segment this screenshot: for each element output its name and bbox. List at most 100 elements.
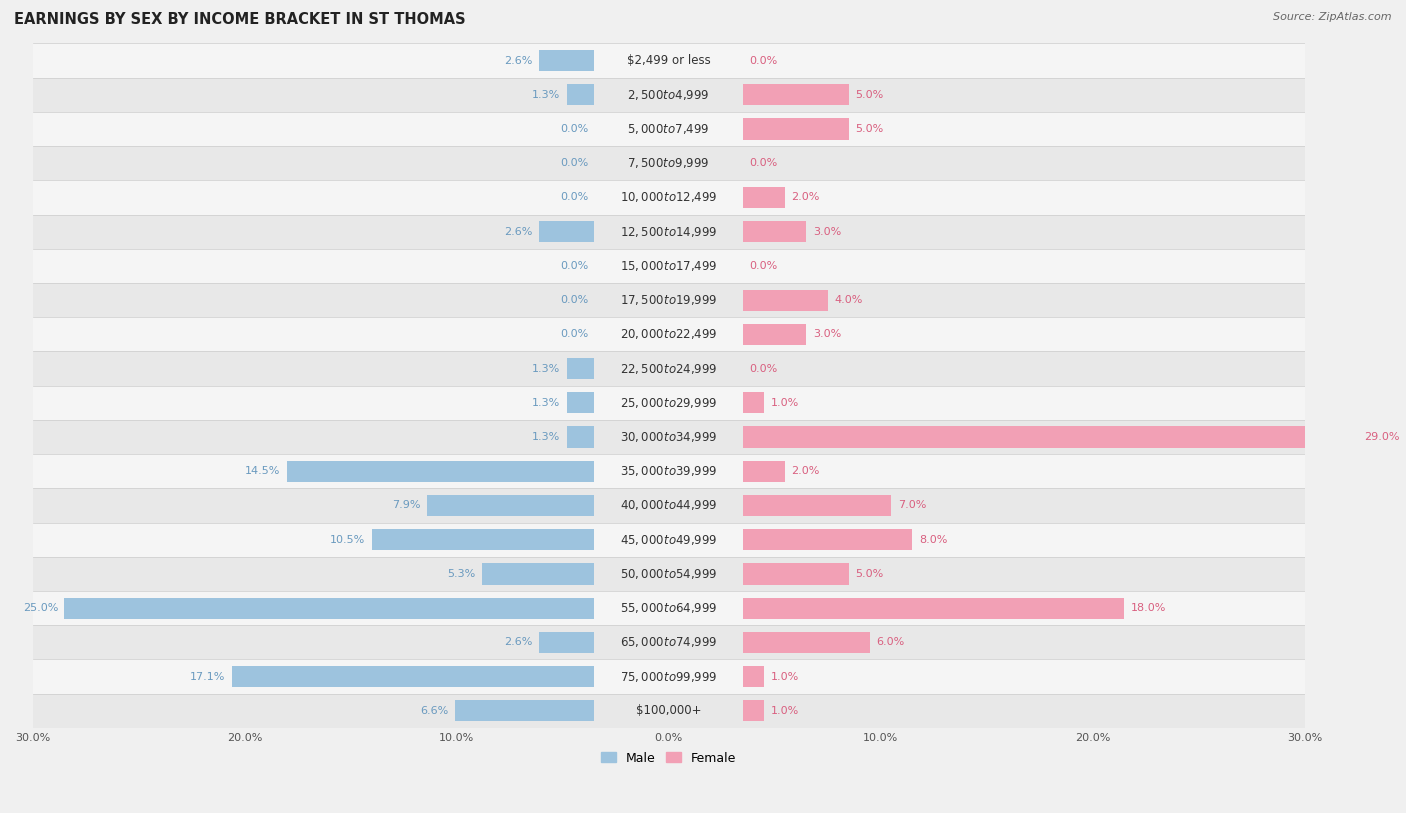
Bar <box>32 625 1305 659</box>
Bar <box>371 529 595 550</box>
Bar <box>567 85 595 106</box>
Bar <box>32 385 1305 420</box>
Legend: Male, Female: Male, Female <box>596 746 741 770</box>
Bar <box>32 523 1305 557</box>
Bar <box>32 78 1305 112</box>
Bar <box>742 563 849 585</box>
Text: 5.3%: 5.3% <box>447 569 475 579</box>
Bar <box>742 119 849 140</box>
Text: 4.0%: 4.0% <box>834 295 862 305</box>
Bar <box>540 632 595 653</box>
Text: 0.0%: 0.0% <box>560 193 588 202</box>
Text: 1.3%: 1.3% <box>533 89 561 100</box>
Text: $35,000 to $39,999: $35,000 to $39,999 <box>620 464 717 478</box>
Bar <box>540 221 595 242</box>
Text: $50,000 to $54,999: $50,000 to $54,999 <box>620 567 717 581</box>
Text: $2,499 or less: $2,499 or less <box>627 54 710 67</box>
Bar <box>32 693 1305 728</box>
Text: 7.0%: 7.0% <box>897 501 927 511</box>
Text: $20,000 to $22,499: $20,000 to $22,499 <box>620 328 717 341</box>
Bar <box>32 454 1305 489</box>
Bar <box>287 461 595 482</box>
Bar <box>32 489 1305 523</box>
Bar <box>32 283 1305 317</box>
Text: $30,000 to $34,999: $30,000 to $34,999 <box>620 430 717 444</box>
Text: 1.3%: 1.3% <box>533 432 561 442</box>
Text: $45,000 to $49,999: $45,000 to $49,999 <box>620 533 717 546</box>
Text: $7,500 to $9,999: $7,500 to $9,999 <box>627 156 710 170</box>
Text: $100,000+: $100,000+ <box>636 704 702 717</box>
Text: 1.3%: 1.3% <box>533 398 561 408</box>
Text: 0.0%: 0.0% <box>749 261 778 271</box>
Bar <box>482 563 595 585</box>
Bar <box>742 85 849 106</box>
Text: 29.0%: 29.0% <box>1364 432 1399 442</box>
Text: 0.0%: 0.0% <box>749 363 778 373</box>
Bar <box>232 666 595 687</box>
Text: 8.0%: 8.0% <box>918 535 948 545</box>
Bar <box>742 700 763 721</box>
Bar <box>454 700 595 721</box>
Text: $40,000 to $44,999: $40,000 to $44,999 <box>620 498 717 512</box>
Text: $65,000 to $74,999: $65,000 to $74,999 <box>620 635 717 650</box>
Text: 0.0%: 0.0% <box>560 295 588 305</box>
Text: 0.0%: 0.0% <box>749 55 778 66</box>
Text: 2.0%: 2.0% <box>792 466 820 476</box>
Text: 0.0%: 0.0% <box>749 159 778 168</box>
Bar <box>32 180 1305 215</box>
Text: $55,000 to $64,999: $55,000 to $64,999 <box>620 601 717 615</box>
Bar <box>32 557 1305 591</box>
Bar <box>742 666 763 687</box>
Bar <box>32 420 1305 454</box>
Bar <box>742 289 828 311</box>
Text: 1.3%: 1.3% <box>533 363 561 373</box>
Bar <box>742 529 912 550</box>
Bar <box>540 50 595 72</box>
Text: $15,000 to $17,499: $15,000 to $17,499 <box>620 259 717 273</box>
Text: $25,000 to $29,999: $25,000 to $29,999 <box>620 396 717 410</box>
Bar <box>32 351 1305 385</box>
Text: $10,000 to $12,499: $10,000 to $12,499 <box>620 190 717 204</box>
Text: 17.1%: 17.1% <box>190 672 225 681</box>
Bar <box>32 591 1305 625</box>
Text: 1.0%: 1.0% <box>770 398 799 408</box>
Bar <box>32 659 1305 693</box>
Text: 2.6%: 2.6% <box>505 637 533 647</box>
Text: Source: ZipAtlas.com: Source: ZipAtlas.com <box>1274 12 1392 22</box>
Bar <box>742 221 807 242</box>
Bar <box>567 426 595 448</box>
Text: 1.0%: 1.0% <box>770 672 799 681</box>
Text: 5.0%: 5.0% <box>855 89 883 100</box>
Bar <box>742 495 891 516</box>
Bar <box>567 358 595 379</box>
Text: 5.0%: 5.0% <box>855 569 883 579</box>
Bar <box>742 324 807 345</box>
Bar <box>32 215 1305 249</box>
Text: 10.5%: 10.5% <box>330 535 366 545</box>
Text: $2,500 to $4,999: $2,500 to $4,999 <box>627 88 710 102</box>
Text: $17,500 to $19,999: $17,500 to $19,999 <box>620 293 717 307</box>
Bar <box>65 598 595 619</box>
Bar <box>32 317 1305 351</box>
Bar <box>32 112 1305 146</box>
Text: $22,500 to $24,999: $22,500 to $24,999 <box>620 362 717 376</box>
Text: 25.0%: 25.0% <box>22 603 58 613</box>
Text: 6.6%: 6.6% <box>420 706 449 715</box>
Text: 7.9%: 7.9% <box>392 501 420 511</box>
Text: 2.6%: 2.6% <box>505 227 533 237</box>
Text: 3.0%: 3.0% <box>813 329 841 339</box>
Bar <box>742 461 785 482</box>
Bar <box>567 392 595 413</box>
Bar <box>742 392 763 413</box>
Text: 0.0%: 0.0% <box>560 261 588 271</box>
Text: $5,000 to $7,499: $5,000 to $7,499 <box>627 122 710 136</box>
Text: 18.0%: 18.0% <box>1130 603 1166 613</box>
Text: EARNINGS BY SEX BY INCOME BRACKET IN ST THOMAS: EARNINGS BY SEX BY INCOME BRACKET IN ST … <box>14 12 465 27</box>
Bar <box>32 146 1305 180</box>
Bar <box>32 249 1305 283</box>
Text: 2.6%: 2.6% <box>505 55 533 66</box>
Text: $12,500 to $14,999: $12,500 to $14,999 <box>620 224 717 239</box>
Text: 14.5%: 14.5% <box>245 466 281 476</box>
Text: 2.0%: 2.0% <box>792 193 820 202</box>
Text: 3.0%: 3.0% <box>813 227 841 237</box>
